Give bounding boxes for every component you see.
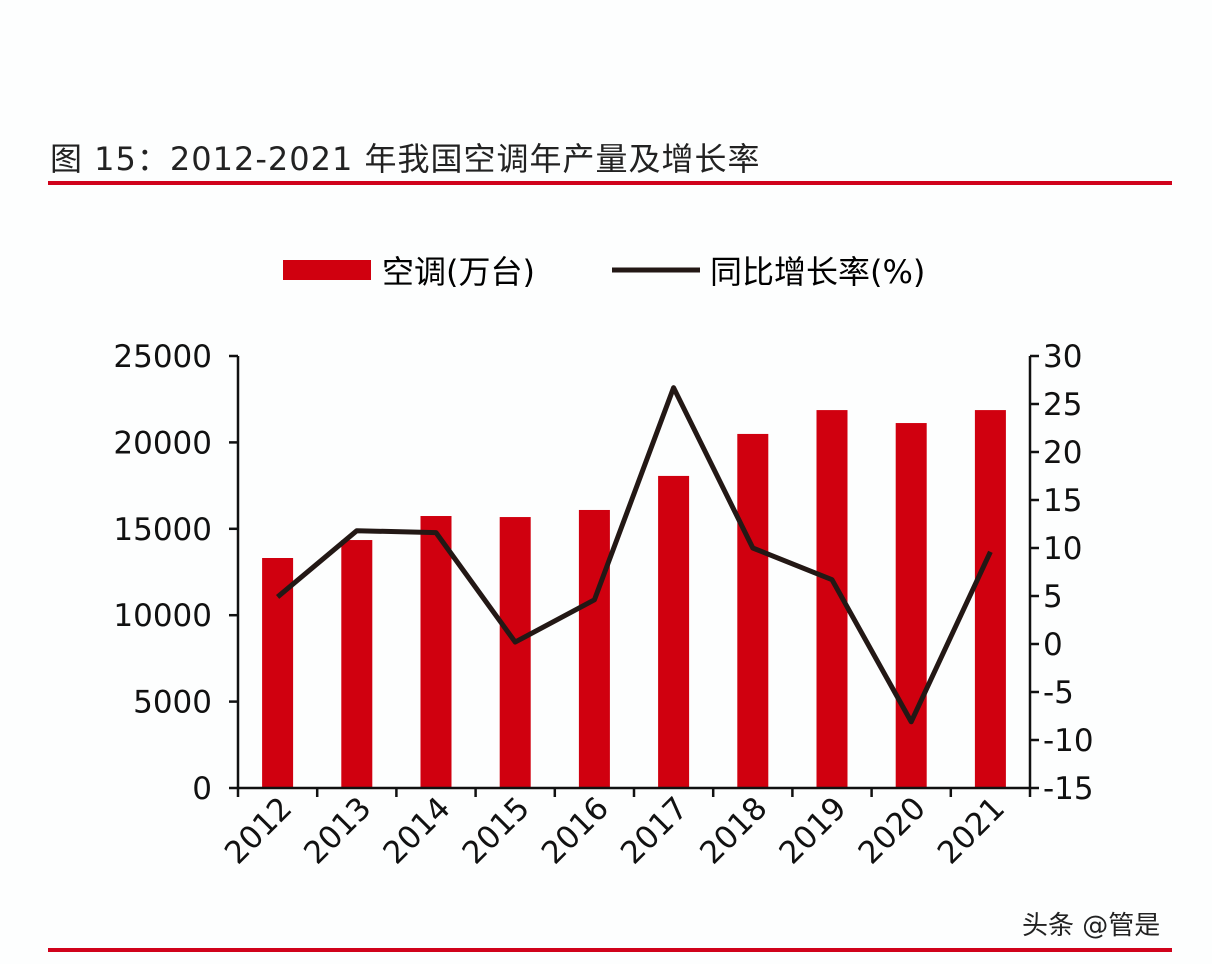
x-tick-label: 2012 [218,790,299,871]
right-tick-label: 20 [1043,435,1082,471]
left-tick-label: 0 [192,771,212,807]
watermark: 头条 @管是 [1022,911,1161,941]
right-tick-label: -15 [1043,771,1094,807]
legend-line-label: 同比增长率(%) [710,253,925,291]
bar-2012 [262,558,294,788]
left-tick-label: 5000 [133,685,212,721]
bottom-rule [48,948,1172,952]
bar-2015 [499,517,531,788]
right-tick-label: 0 [1043,627,1063,663]
growth-line [275,385,993,725]
right-tick-label: -5 [1043,675,1074,711]
left-tick-label: 25000 [113,339,212,375]
x-tick-label: 2015 [456,790,537,871]
bar-2013 [341,540,373,788]
right-tick-label: 15 [1043,483,1082,519]
bar-2017 [658,475,690,788]
x-tick-label: 2019 [772,790,853,871]
bar-2020 [895,423,927,788]
right-tick-label: 10 [1043,531,1082,567]
right-tick-label: 25 [1043,387,1082,423]
figure-title: 图 15：2012-2021 年我国空调年产量及增长率 [50,140,761,178]
bar-2018 [737,433,769,788]
x-tick-label: 2020 [852,790,933,871]
left-tick-label: 15000 [113,512,212,548]
x-tick-label: 2016 [535,790,616,871]
legend-bar-label: 空调(万台) [382,253,535,291]
right-tick-label: 30 [1043,339,1082,375]
bar-2021 [974,410,1006,788]
legend-bar-swatch [283,260,371,280]
bar-2014 [420,516,452,788]
x-tick-label: 2017 [614,790,695,871]
right-tick-label: 5 [1043,579,1063,615]
left-tick-label: 20000 [113,425,212,461]
top-rule [48,181,1172,185]
left-tick-label: 10000 [113,598,212,634]
right-tick-label: -10 [1043,723,1094,759]
x-tick-label: 2018 [693,790,774,871]
x-tick-label: 2013 [297,790,378,871]
legend: 空调(万台) 同比增长率(%) [283,253,925,291]
bar-2016 [578,509,610,788]
x-tick-label: 2021 [931,790,1012,871]
x-tick-label: 2014 [376,790,457,871]
